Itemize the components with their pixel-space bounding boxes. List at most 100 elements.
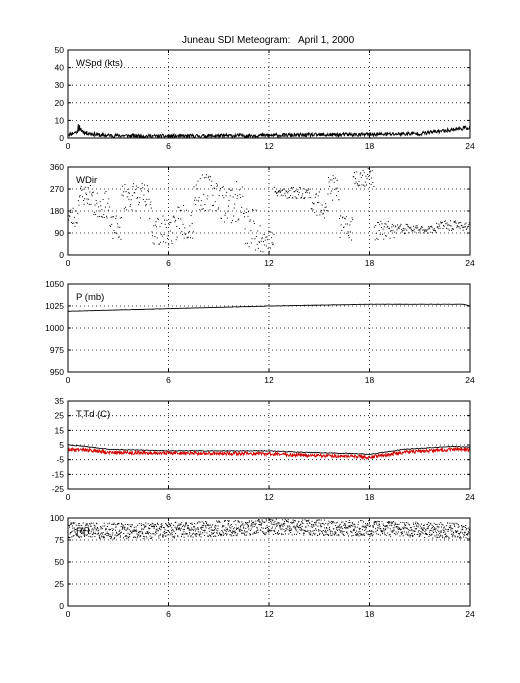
- data-point: [180, 527, 182, 529]
- y-tick-label: 50: [55, 557, 65, 567]
- data-point: [360, 172, 362, 174]
- data-point: [405, 525, 407, 527]
- data-point: [408, 535, 410, 537]
- data-point: [117, 534, 119, 536]
- data-point: [430, 231, 432, 233]
- data-point: [435, 231, 437, 233]
- data-point: [216, 520, 218, 522]
- data-point: [194, 533, 196, 535]
- data-point: [442, 529, 444, 531]
- data-point: [279, 525, 281, 527]
- data-point: [381, 521, 383, 523]
- data-point: [259, 522, 261, 524]
- data-point: [444, 528, 446, 530]
- data-point: [70, 522, 72, 524]
- data-point: [103, 214, 105, 216]
- data-point: [163, 233, 165, 235]
- data-point: [319, 534, 321, 536]
- data-point: [334, 531, 336, 533]
- data-point: [426, 528, 428, 530]
- data-point: [195, 204, 197, 206]
- data-point: [212, 533, 214, 535]
- data-point: [252, 523, 254, 525]
- data-point: [167, 525, 169, 527]
- data-point: [400, 532, 402, 534]
- data-point: [228, 530, 230, 532]
- data-point: [211, 532, 213, 534]
- data-point: [319, 188, 321, 190]
- data-point: [427, 228, 429, 230]
- data-point: [284, 530, 286, 532]
- data-point: [231, 526, 233, 528]
- data-point: [348, 526, 350, 528]
- data-point: [201, 524, 203, 526]
- data-point: [149, 535, 151, 537]
- data-point: [245, 242, 247, 244]
- data-point: [404, 527, 406, 529]
- data-point: [228, 520, 230, 522]
- data-point: [371, 530, 373, 532]
- data-point: [213, 531, 215, 533]
- data-point: [392, 527, 394, 529]
- data-point: [238, 527, 240, 529]
- data-point: [172, 529, 174, 531]
- data-point: [194, 197, 196, 199]
- data-point: [290, 528, 292, 530]
- data-point: [72, 525, 74, 527]
- data-point: [384, 525, 386, 527]
- data-point: [272, 530, 274, 532]
- data-point: [174, 526, 176, 528]
- data-point: [170, 524, 172, 526]
- data-point: [127, 523, 129, 525]
- data-point: [95, 213, 97, 215]
- data-point: [409, 527, 411, 529]
- data-point: [397, 523, 399, 525]
- data-point: [308, 197, 310, 199]
- data-point: [93, 213, 95, 215]
- data-point: [232, 196, 234, 198]
- data-point: [215, 529, 217, 531]
- data-point: [440, 530, 442, 532]
- data-point: [465, 529, 467, 531]
- data-point: [281, 190, 283, 192]
- data-point: [394, 526, 396, 528]
- data-point: [164, 219, 166, 221]
- data-point: [464, 223, 466, 225]
- y-tick-label: 20: [55, 98, 65, 108]
- data-point: [256, 243, 258, 245]
- data-point: [74, 210, 76, 212]
- data-point: [401, 531, 403, 533]
- data-point: [466, 528, 468, 530]
- data-point: [403, 229, 405, 231]
- data-point: [401, 231, 403, 233]
- data-point: [239, 194, 241, 196]
- data-point: [388, 534, 390, 536]
- data-point: [206, 524, 208, 526]
- data-point: [285, 527, 287, 529]
- data-point: [179, 529, 181, 531]
- data-point: [74, 522, 76, 524]
- data-point: [452, 533, 454, 535]
- data-point: [148, 528, 150, 530]
- data-point: [310, 208, 312, 210]
- data-point: [208, 524, 210, 526]
- data-point: [334, 189, 336, 191]
- data-point: [286, 197, 288, 199]
- data-point: [85, 534, 87, 536]
- data-point: [389, 528, 391, 530]
- data-point: [315, 193, 317, 195]
- data-point: [210, 526, 212, 528]
- data-point: [431, 533, 433, 535]
- data-point: [241, 521, 243, 523]
- data-point: [359, 528, 361, 530]
- data-point: [69, 533, 71, 535]
- data-point: [272, 244, 274, 246]
- data-point: [238, 521, 240, 523]
- data-point: [136, 197, 138, 199]
- data-point: [288, 529, 290, 531]
- data-point: [157, 217, 159, 219]
- data-point: [254, 523, 256, 525]
- data-point: [466, 533, 468, 535]
- data-point: [318, 519, 320, 521]
- data-point: [348, 237, 350, 239]
